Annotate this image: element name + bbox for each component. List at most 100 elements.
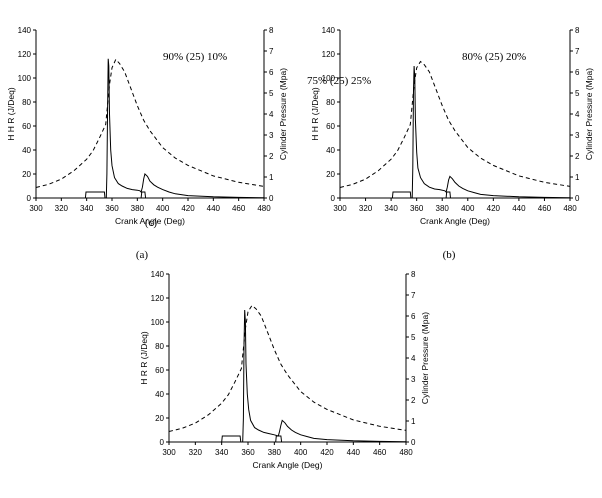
y-tick-label: 120 [322, 50, 336, 59]
x-tick-label: 460 [232, 204, 246, 213]
y-axis-label: H H R (J/Deq) [310, 87, 320, 141]
x-tick-label: 420 [320, 448, 334, 457]
x-tick-label: 340 [80, 204, 94, 213]
x-tick-label: 300 [333, 204, 347, 213]
y2-axis-label: Cylinder Pressure (Mpa) [278, 68, 288, 160]
panel-caption: (a) [136, 249, 149, 261]
chart-panel-c: 300 320 340 360 380 400 420 440 460 480 0 20 40 60 80 1… [130, 75, 430, 498]
x-tick-label: 320 [359, 204, 373, 213]
y-tick-label: 60 [326, 122, 335, 131]
x-tick-label: 480 [257, 204, 271, 213]
x-tick-label: 300 [162, 448, 176, 457]
heat-release-series-line [169, 309, 407, 443]
pressure-series-line [35, 58, 265, 188]
x-axis-label: Crank Angle (Deg) [115, 216, 185, 226]
chart-c-svg: 300 320 340 360 380 400 420 440 460 4800204060801… [139, 75, 430, 470]
y2-tick-label: 0 [575, 194, 580, 203]
y-tick-label: 120 [18, 50, 32, 59]
y2-tick-label: 3 [269, 131, 274, 140]
y2-tick-label: 6 [411, 312, 416, 321]
x-tick-label: 360 [241, 448, 255, 457]
y2-tick-label: 4 [411, 354, 416, 363]
x-tick-label: 300 [29, 204, 43, 213]
y-tick-label: 140 [151, 270, 165, 279]
x-tick-label: 380 [436, 204, 450, 213]
fuel-blend-annotation: 80% (25) 20% [462, 51, 526, 63]
x-tick-label: 400 [156, 204, 170, 213]
y2-tick-label: 4 [269, 110, 274, 119]
pressure-series-line [168, 304, 407, 432]
y2-tick-label: 2 [269, 152, 274, 161]
y2-tick-label: 2 [575, 152, 580, 161]
x-tick-label: 420 [181, 204, 195, 213]
y2-tick-label: 7 [575, 47, 580, 56]
y2-tick-label: 0 [411, 438, 416, 447]
y-tick-label: 120 [151, 294, 165, 303]
y-tick-label: 100 [18, 74, 32, 83]
y-tick-label: 20 [155, 414, 164, 423]
x-tick-label: 360 [105, 204, 119, 213]
y-tick-label: 20 [326, 170, 335, 179]
x-tick-label: 460 [373, 448, 387, 457]
x-axis-label: Crank Angle (Deg) [420, 216, 490, 226]
y-tick-label: 100 [151, 318, 165, 327]
heat-release-series-line [340, 65, 571, 199]
y-tick-label: 40 [155, 390, 164, 399]
x-tick-label: 340 [384, 204, 398, 213]
x-tick-label: 400 [461, 204, 475, 213]
y-tick-label: 140 [322, 26, 336, 35]
y-axis-label: H H R (J/Deq) [6, 87, 16, 141]
y2-tick-label: 3 [575, 131, 580, 140]
x-tick-label: 320 [55, 204, 69, 213]
x-tick-label: 420 [487, 204, 501, 213]
y-tick-label: 100 [322, 74, 336, 83]
y2-tick-label: 3 [411, 375, 416, 384]
y-tick-label: 40 [326, 146, 335, 155]
y2-tick-label: 5 [411, 333, 416, 342]
y-tick-label: 20 [22, 170, 31, 179]
x-tick-label: 380 [131, 204, 145, 213]
y2-tick-label: 7 [411, 291, 416, 300]
y2-tick-label: 5 [575, 89, 580, 98]
x-tick-label: 360 [410, 204, 424, 213]
y-axis-label: H R R (J/Deq) [139, 331, 149, 385]
x-tick-label: 460 [538, 204, 552, 213]
x-tick-label: 320 [189, 448, 203, 457]
y-tick-label: 80 [326, 98, 335, 107]
chart-panel-b: 300 320 340 360 380 400 420 440 460 480 0 20 40 60 80 1… [300, 0, 602, 268]
y2-tick-label: 6 [269, 68, 274, 77]
chart-b-svg: 300 320 340 360 380 400 420 440 460 4800204060801… [310, 26, 594, 261]
y-tick-label: 60 [155, 366, 164, 375]
x-tick-label: 480 [563, 204, 577, 213]
y-tick-label: 140 [18, 26, 32, 35]
x-tick-label: 440 [512, 204, 526, 213]
y2-tick-label: 8 [575, 26, 580, 35]
x-tick-label: 380 [268, 448, 282, 457]
chart-panel-a: 300 320 340 360 380 400 420 440 460 480 0 20 40 60 80 1… [0, 0, 300, 268]
y-tick-label: 80 [155, 342, 164, 351]
y2-axis-label: Cylinder Pressure (Mpa) [584, 68, 594, 160]
y-tick-label: 0 [160, 438, 165, 447]
x-tick-label: 480 [399, 448, 413, 457]
fuel-blend-annotation: 75% (25) 25% [307, 75, 371, 87]
heat-release-series-line [275, 435, 283, 443]
y2-tick-label: 8 [411, 270, 416, 279]
x-tick-label: 340 [215, 448, 229, 457]
panel-caption: (c) [145, 217, 158, 229]
y-tick-label: 60 [22, 122, 31, 131]
x-axis-label: Crank Angle (Deg) [253, 460, 323, 470]
y-tick-label: 80 [22, 98, 31, 107]
pressure-series-line [339, 60, 571, 188]
y2-tick-label: 4 [575, 110, 580, 119]
y2-tick-label: 1 [411, 417, 416, 426]
fuel-blend-annotation: 90% (25) 10% [163, 51, 227, 63]
y2-tick-label: 1 [575, 173, 580, 182]
y-tick-label: 40 [22, 146, 31, 155]
y-tick-label: 0 [331, 194, 336, 203]
y2-tick-label: 5 [269, 89, 274, 98]
x-tick-label: 440 [207, 204, 221, 213]
x-tick-label: 440 [347, 448, 361, 457]
y2-tick-label: 0 [269, 194, 274, 203]
y2-axis-label: Cylinder Pressure (Mpa) [420, 312, 430, 404]
